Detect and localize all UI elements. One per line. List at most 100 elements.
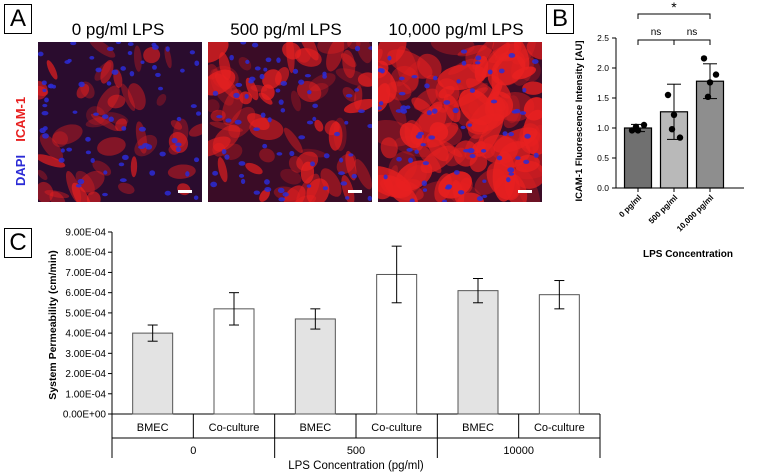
icam-signal <box>378 65 397 104</box>
nucleus <box>310 161 315 167</box>
nucleus <box>129 71 135 77</box>
icam-signal <box>526 42 542 60</box>
data-point <box>670 111 678 119</box>
nucleus <box>458 190 465 195</box>
icam-signal <box>283 185 306 202</box>
nucleus <box>351 173 358 179</box>
icam-signal <box>414 180 466 202</box>
bar-bmec <box>294 318 336 415</box>
icam-signal <box>378 42 407 66</box>
nucleus <box>490 99 498 104</box>
nucleus <box>93 112 99 116</box>
nucleus <box>278 197 286 202</box>
nucleus <box>224 154 230 160</box>
nucleus <box>119 178 127 183</box>
nucleus <box>344 120 349 125</box>
nucleus <box>411 75 418 79</box>
nucleus <box>456 79 461 84</box>
nucleus <box>212 170 219 176</box>
nucleus <box>276 57 281 63</box>
nucleus <box>428 135 436 140</box>
icam-intensity-chart: ICAM-1 Fluorescence Intensity [AU] LPS C… <box>574 0 744 260</box>
nucleus <box>398 91 406 96</box>
series-label: BMEC <box>462 422 494 434</box>
icam-signal <box>168 131 189 153</box>
icam-signal <box>320 168 342 197</box>
dapi-label: DAPI <box>13 154 28 186</box>
nucleus <box>408 157 413 164</box>
nucleus <box>523 159 530 164</box>
nucleus <box>67 58 72 63</box>
nucleus <box>278 99 284 105</box>
nucleus <box>298 79 305 85</box>
nucleus <box>378 67 383 73</box>
nucleus <box>498 68 505 74</box>
nucleus <box>292 68 299 74</box>
nucleus <box>508 172 515 176</box>
nucleus <box>282 192 289 197</box>
nucleus <box>469 154 476 159</box>
icam-signal <box>38 169 48 181</box>
micrograph-title-0: 0 pg/ml LPS <box>71 20 165 39</box>
icam-signal <box>85 116 112 128</box>
series-label: BMEC <box>299 422 331 434</box>
nucleus <box>469 88 476 93</box>
icam-signal <box>208 42 229 63</box>
nucleus <box>42 88 47 93</box>
nucleus <box>103 170 108 175</box>
nucleus <box>253 190 260 195</box>
icam-signal <box>514 166 541 202</box>
icam-signal <box>297 42 319 61</box>
nucleus <box>216 114 223 119</box>
icam-signal <box>49 191 66 202</box>
icam-signal <box>354 159 372 190</box>
nucleus <box>280 81 288 86</box>
icam-signal <box>121 83 136 112</box>
y-tick-label: 5.00E-04 <box>65 308 106 319</box>
icam-signal <box>383 175 418 202</box>
series-label: Co-culture <box>371 422 422 434</box>
nucleus <box>159 151 166 157</box>
nucleus <box>277 187 285 194</box>
nucleus <box>106 81 112 86</box>
nucleus <box>368 46 372 50</box>
icam-signal <box>343 98 372 114</box>
nucleus <box>149 170 156 176</box>
nucleus <box>502 131 508 136</box>
icam-signal <box>417 53 442 80</box>
nucleus <box>276 152 283 156</box>
nucleus <box>406 148 413 152</box>
nucleus <box>165 46 170 52</box>
bar-bmec <box>132 332 174 415</box>
icam-signal <box>127 83 146 111</box>
nucleus <box>193 157 200 163</box>
icam-signal <box>300 161 315 184</box>
y-tick-label: 2.00E-04 <box>65 369 106 380</box>
icam-signal <box>378 48 383 64</box>
icam-signal <box>282 42 302 60</box>
nucleus <box>508 52 516 58</box>
nucleus <box>358 109 365 113</box>
nucleus <box>475 61 481 65</box>
nucleus <box>424 83 430 89</box>
nucleus <box>387 55 392 61</box>
icam-signal <box>245 162 263 175</box>
nucleus <box>432 108 438 114</box>
cell-layer <box>208 42 372 202</box>
icam-signal <box>90 113 119 132</box>
icam-signal <box>275 67 290 86</box>
nucleus <box>175 142 182 147</box>
nucleus <box>506 177 511 183</box>
icam-signal <box>474 82 488 95</box>
nucleus <box>322 71 327 76</box>
nucleus <box>155 72 161 77</box>
nucleus <box>85 150 92 155</box>
significance-bracket <box>637 13 711 19</box>
nucleus <box>400 105 408 111</box>
nucleus <box>145 144 153 150</box>
nucleus <box>421 180 427 187</box>
nucleus <box>234 119 242 125</box>
nucleus <box>44 97 49 103</box>
nucleus <box>90 158 95 164</box>
data-point <box>704 93 712 101</box>
